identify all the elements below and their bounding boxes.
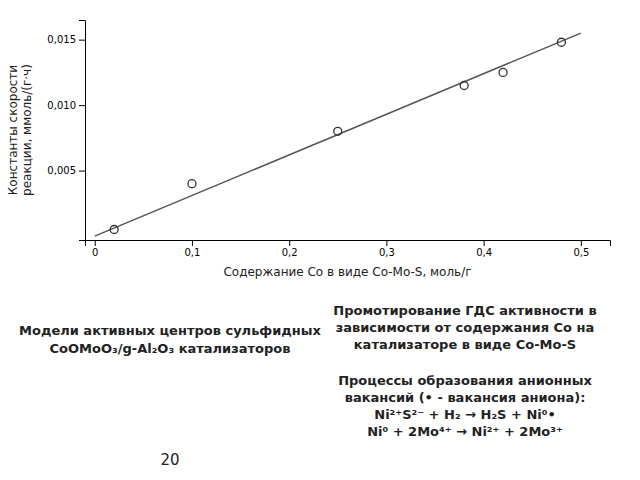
y-tick-mark (79, 40, 85, 41)
x-tick: 0,5 (573, 240, 589, 258)
x-axis-line (86, 241, 611, 247)
y-axis: 0,005 0,010 0,015 (47, 21, 85, 241)
title-line: CoOMoO₃/g-Al₂O₃ катализаторов (50, 341, 291, 356)
annotation: Процессы образования анионных вакансий (•… (338, 373, 592, 439)
marks (95, 33, 581, 236)
x-tick: 0,2 (282, 240, 298, 258)
title: Модели активных центров сульфидных CoOMoO… (19, 323, 322, 356)
x-tick-mark (581, 240, 582, 246)
annotation-line: катализаторе в виде Co-Mo-S (354, 337, 576, 352)
y-tick: 0,010 (47, 100, 85, 111)
y-tick: 0,005 (47, 165, 85, 176)
x-tick-mark (192, 240, 193, 246)
x-tick-mark (289, 240, 290, 246)
y-tick-mark (79, 171, 85, 172)
annotation-line: вакансий (• - вакансия аниона): (345, 390, 586, 405)
line (95, 33, 581, 236)
annotation: Промотирование ГДС активности в зависимос… (333, 303, 596, 352)
x-tick-label: 0 (92, 247, 98, 258)
annotation-line: Промотирование ГДС активности в (333, 303, 596, 318)
annotation-line: Ni⁰ + 2Mo⁴⁺ → Ni²⁺ + 2Mo³⁺ (367, 424, 563, 439)
x-tick-label: 0,4 (476, 247, 492, 258)
page-number: 20 (160, 451, 179, 469)
x-tick-label: 0,2 (282, 247, 298, 258)
x-tick-label: 0,3 (379, 247, 395, 258)
x-tick-label: 0,5 (573, 247, 589, 258)
x-tick: 0 (92, 240, 98, 258)
x-tick: 0,3 (379, 240, 395, 258)
y-axis-title-line: реакции, ммоль/(г·ч) (20, 64, 34, 196)
x-axis-title-line: Содержание Co в виде Co-Mo-S, моль/г (223, 265, 471, 279)
chart: 0 0,1 0,2 0,3 0,4 0,5 0,005 0,010 0,015 Содержани… (0, 0, 640, 480)
point (557, 38, 565, 46)
x-tick-mark (484, 240, 485, 246)
annotation-line: Ni²⁺S²⁻ + H₂ → H₂S + Ni⁰• (374, 407, 556, 422)
x-tick: 0,4 (476, 240, 492, 258)
y-tick-label: 0,015 (47, 34, 76, 45)
y-axis-title-line: Константы скорости (6, 65, 20, 195)
y-tick: 0,015 (47, 34, 85, 45)
y-axis-line (79, 21, 86, 241)
annotation-line: Процессы образования анионных (338, 373, 592, 388)
title-line: Модели активных центров сульфидных (19, 323, 322, 338)
x-tick-mark (95, 240, 96, 246)
plot: 0 0,1 0,2 0,3 0,4 0,5 0,005 0,010 0,015 Содержани… (6, 21, 611, 280)
point (110, 226, 118, 234)
y-tick-label: 0,010 (47, 100, 76, 111)
point (460, 81, 468, 89)
x-axis-title: Содержание Co в виде Co-Mo-S, моль/г (223, 265, 471, 279)
point (334, 127, 342, 135)
x-tick: 0,1 (184, 240, 200, 258)
point (499, 68, 507, 76)
point (188, 180, 196, 188)
y-axis-title: Константы скоростиреакции, ммоль/(г·ч) (6, 64, 34, 196)
y-tick-label: 0,005 (47, 165, 76, 176)
x-tick-mark (386, 240, 387, 246)
x-axis: 0 0,1 0,2 0,3 0,4 0,5 (86, 240, 611, 258)
x-tick-label: 0,1 (184, 247, 200, 258)
texts: Модели активных центров сульфидных CoOMoO… (19, 303, 597, 469)
page-number-line: 20 (160, 451, 179, 469)
y-tick-mark (79, 105, 85, 106)
annotation-line: зависимости от содержания Co на (336, 320, 595, 335)
